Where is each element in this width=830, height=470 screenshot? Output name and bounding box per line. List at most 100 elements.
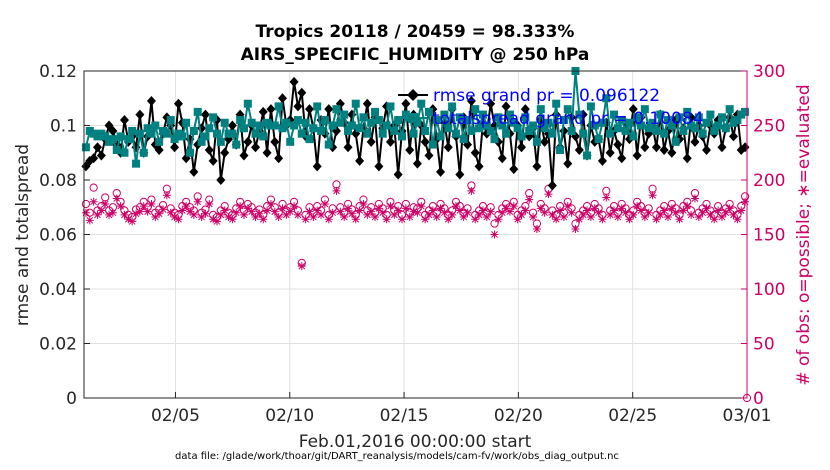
totalspread-point — [355, 124, 364, 133]
totalspread-point — [714, 121, 723, 130]
obs-evaluated-point — [212, 217, 221, 226]
obs-evaluated-point — [135, 207, 144, 216]
totalspread-point — [660, 129, 669, 138]
totalspread-point — [309, 124, 318, 133]
y-left-tick-label: 0.1 — [50, 117, 77, 137]
rmse-point — [501, 101, 511, 112]
obs-evaluated-point — [671, 208, 680, 217]
rmse-point — [119, 115, 129, 126]
obs-evaluated-point — [502, 204, 511, 213]
totalspread-point — [101, 132, 110, 141]
obs-evaluated-point — [559, 213, 568, 222]
obs-evaluated-point — [224, 213, 233, 222]
totalspread-point — [536, 105, 545, 114]
obs-evaluated-point — [81, 208, 90, 217]
obs-evaluated-point — [159, 205, 168, 214]
totalspread-point — [417, 99, 426, 108]
rmse-point — [293, 101, 303, 112]
legend-spread-label: totalspread grand pr = 0.10084 — [433, 109, 704, 129]
totalspread-point — [436, 132, 445, 141]
totalspread-point — [633, 113, 642, 122]
totalspread-point — [513, 124, 522, 133]
obs-evaluated-point — [536, 204, 545, 213]
totalspread-point — [598, 118, 607, 127]
rmse-point — [455, 169, 465, 180]
rmse-point — [486, 98, 496, 109]
obs-evaluated-point — [583, 206, 592, 215]
obs-evaluated-point — [201, 209, 210, 218]
data-file-footer: data file: /glade/work/thoar/git/DART_re… — [175, 451, 619, 462]
totalspread-point — [602, 94, 611, 103]
totalspread-point — [305, 135, 314, 144]
totalspread-point — [135, 129, 144, 138]
y-axis-label-right: # of obs: o=possible; ∗=evaluated — [794, 84, 814, 385]
obs-evaluated-point — [143, 207, 152, 216]
totalspread-point — [444, 124, 453, 133]
rmse-point — [682, 153, 692, 164]
totalspread-point — [236, 116, 245, 125]
rmse-point — [312, 161, 322, 172]
totalspread-point — [617, 116, 626, 125]
totalspread-point — [363, 129, 372, 138]
rmse-point — [362, 98, 372, 109]
obs-evaluated-point — [505, 207, 514, 216]
obs-evaluated-point — [636, 206, 645, 215]
totalspread-point — [120, 148, 129, 157]
rmse-point — [574, 145, 584, 156]
rmse-point — [355, 155, 365, 166]
obs-evaluated-point — [521, 206, 530, 215]
rmse-point — [96, 150, 106, 161]
totalspread-point — [205, 124, 214, 133]
obs-evaluated-point — [675, 215, 684, 224]
obs-evaluated-point — [89, 197, 98, 206]
obs-evaluated-point — [621, 208, 630, 217]
obs-evaluated-point — [355, 206, 364, 215]
y-axis-label-left: rmse and totalspread — [13, 144, 33, 326]
y-right-tick-label: 150 — [753, 226, 785, 246]
totalspread-point — [640, 105, 649, 114]
totalspread-point — [320, 116, 329, 125]
obs-evaluated-point — [463, 208, 472, 217]
obs-evaluated-point — [517, 210, 526, 219]
rmse-point — [258, 106, 268, 117]
obs-evaluated-point — [606, 210, 615, 219]
totalspread-point — [378, 129, 387, 138]
obs-evaluated-point — [694, 213, 703, 222]
totalspread-point — [189, 126, 198, 135]
totalspread-point — [440, 110, 449, 119]
totalspread-point — [706, 110, 715, 119]
obs-evaluated-point — [644, 208, 653, 217]
obs-evaluated-point — [108, 208, 117, 217]
rmse-point — [170, 142, 180, 153]
totalspread-point — [490, 135, 499, 144]
legend-rmse-label: rmse grand pr = 0.096122 — [433, 86, 660, 106]
obs-evaluated-point — [255, 209, 264, 218]
totalspread-point — [428, 140, 437, 149]
totalspread-point — [625, 118, 634, 127]
obs-evaluated-point — [451, 202, 460, 211]
obs-evaluated-point — [663, 213, 672, 222]
obs-evaluated-point — [717, 213, 726, 222]
totalspread-point — [232, 140, 241, 149]
obs-evaluated-point — [239, 210, 248, 219]
obs-evaluated-point — [401, 204, 410, 213]
rmse-point — [324, 104, 334, 115]
obs-evaluated-point — [359, 199, 368, 208]
totalspread-point — [409, 129, 418, 138]
y-right-tick-label: 0 — [753, 389, 764, 409]
obs-evaluated-point — [667, 204, 676, 213]
obs-evaluated-point — [424, 210, 433, 219]
totalspread-point — [182, 118, 191, 127]
obs-evaluated-point — [702, 204, 711, 213]
obs-evaluated-point — [282, 210, 291, 219]
totalspread-point — [274, 102, 283, 111]
obs-evaluated-point — [97, 206, 106, 215]
totalspread-point — [332, 105, 341, 114]
obs-evaluated-point — [320, 199, 329, 208]
obs-evaluated-point — [263, 206, 272, 215]
totalspread-point — [359, 113, 368, 122]
obs-evaluated-point — [112, 194, 121, 203]
obs-evaluated-point — [386, 202, 395, 211]
obs-evaluated-point — [567, 208, 576, 217]
